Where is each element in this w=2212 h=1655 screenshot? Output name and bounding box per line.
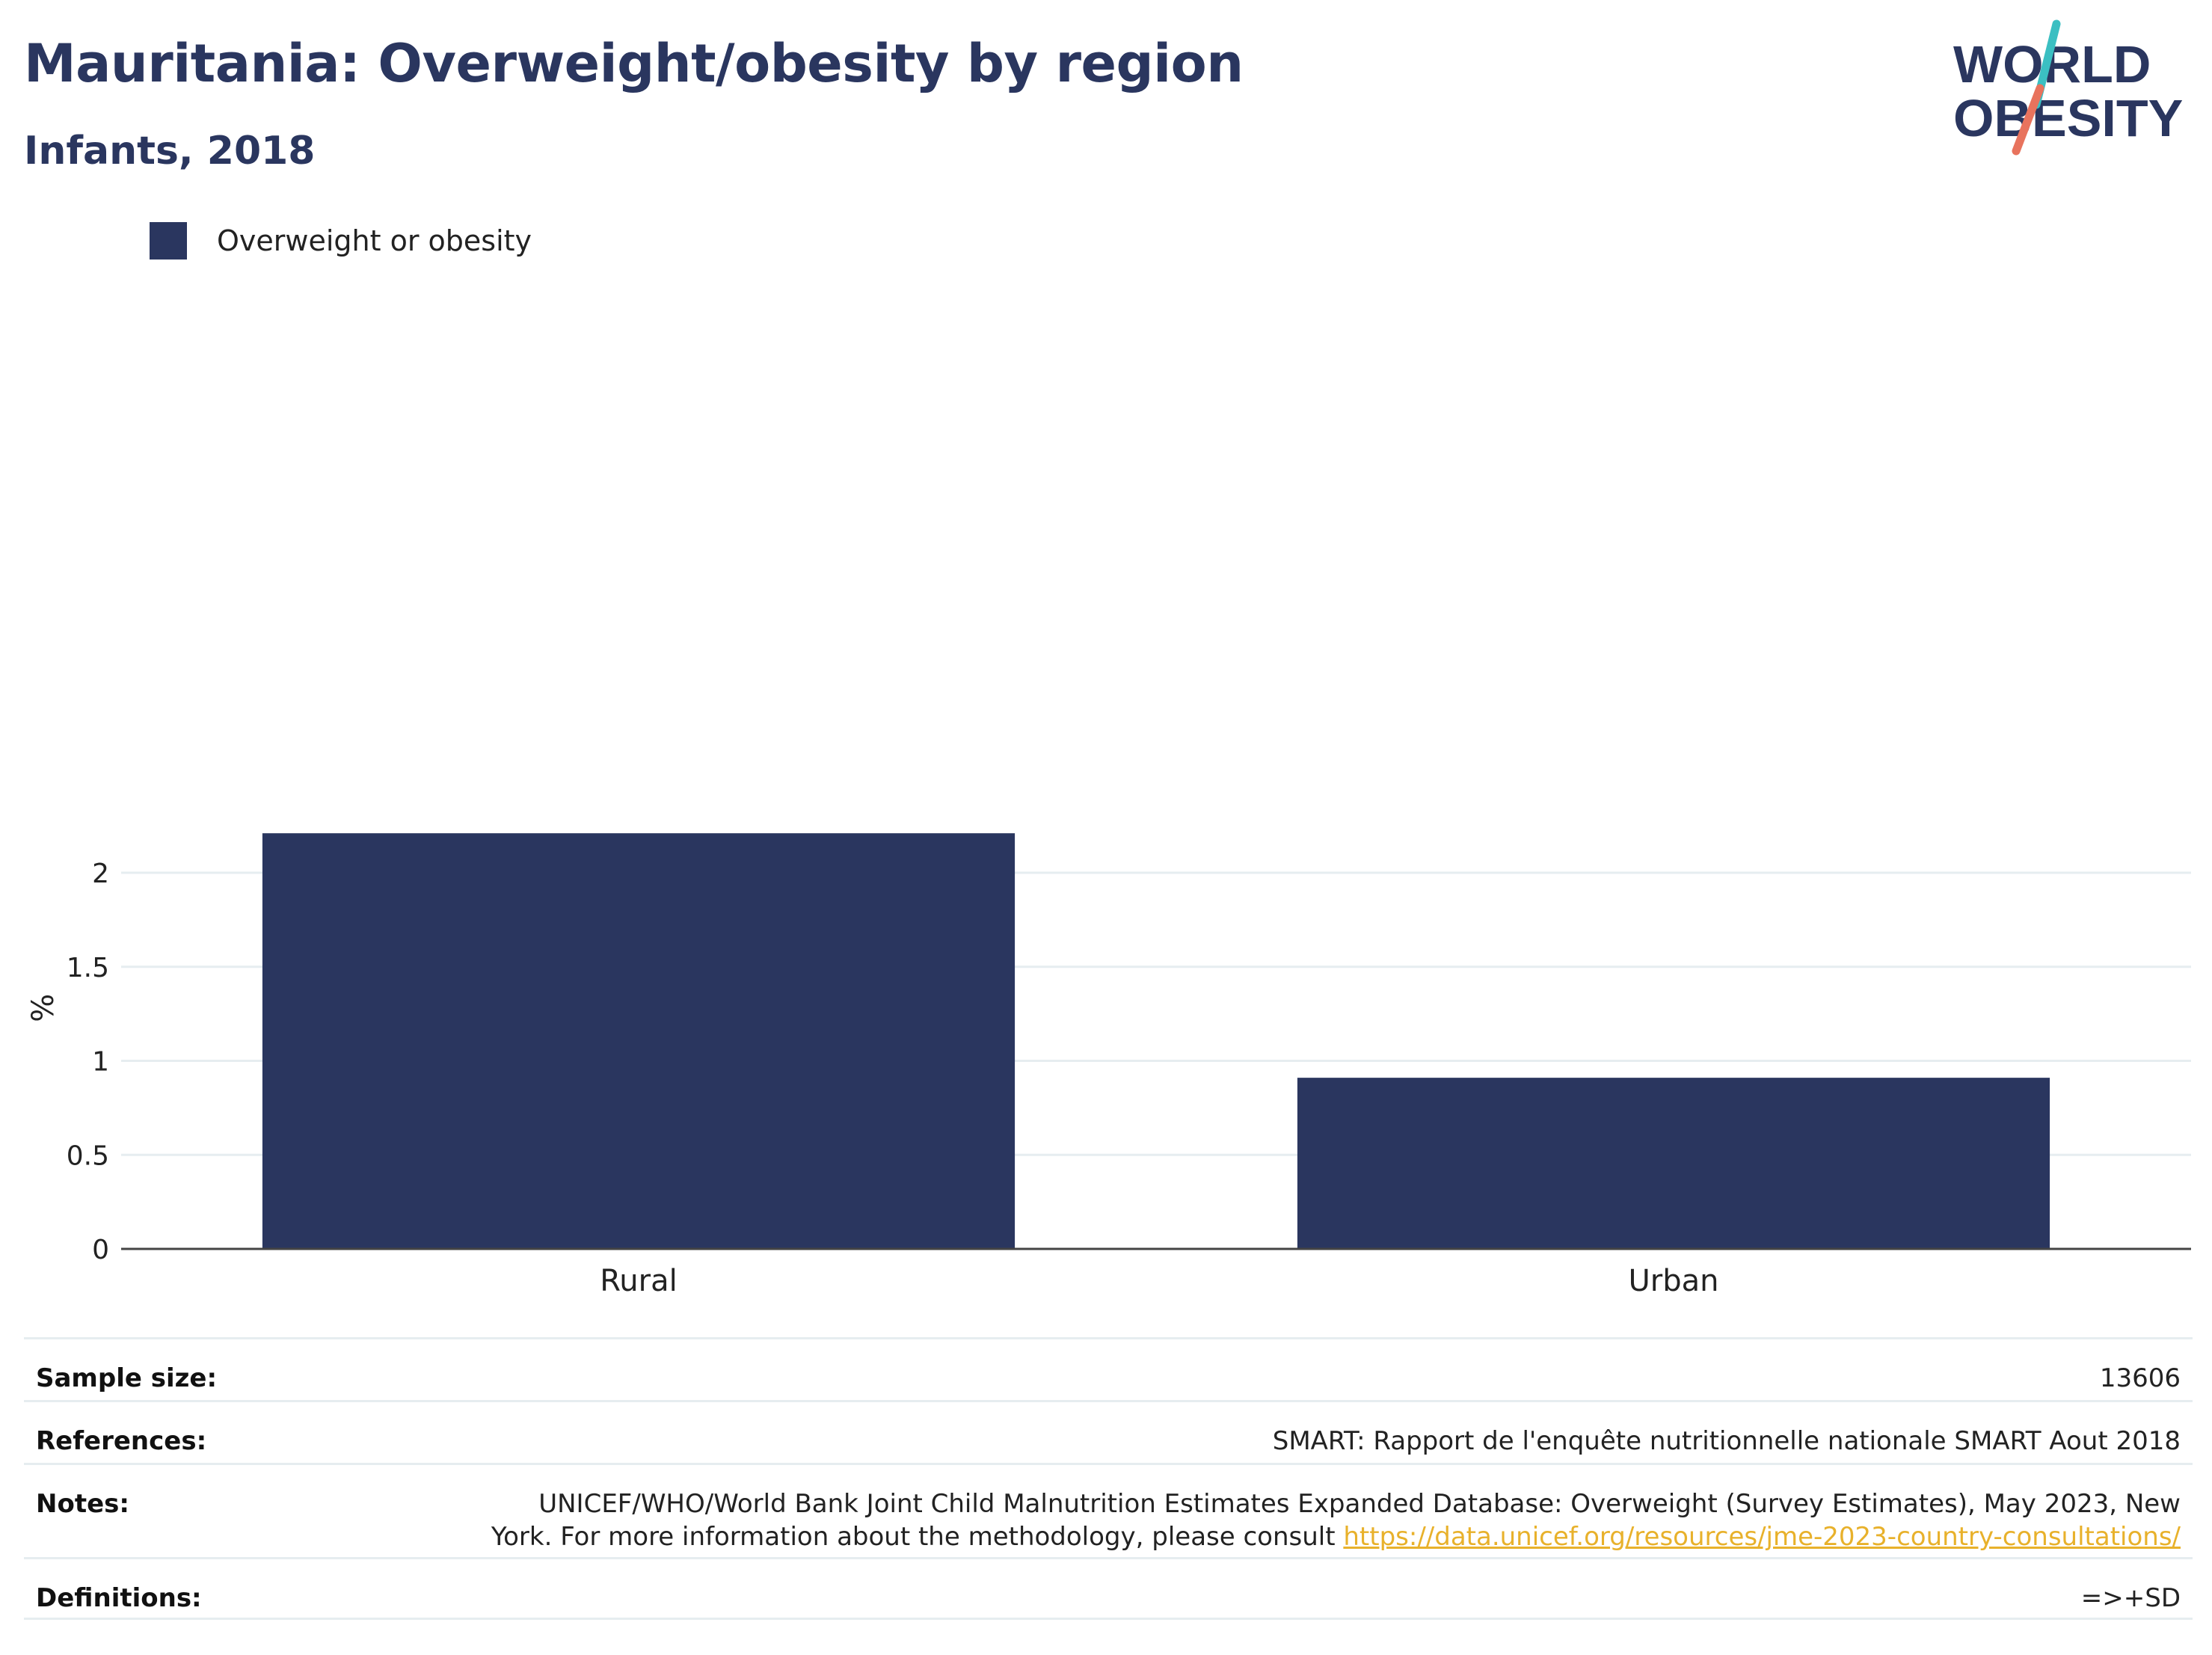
footer-row-definitions: Definitions: =>+SD (24, 1557, 2193, 1620)
bar (1297, 1078, 2050, 1249)
footer-row-notes: Notes: UNICEF/WHO/World Bank Joint Child… (24, 1463, 2193, 1557)
footer-row-sample-size: Sample size: 13606 (24, 1337, 2193, 1400)
chart-subtitle: Infants, 2018 (24, 129, 316, 174)
x-tick-label: Urban (1629, 1264, 1719, 1298)
y-axis-label: % (26, 994, 61, 1022)
notes-line-2: York. For more information about the met… (491, 1522, 1344, 1552)
y-tick-label: 0.5 (67, 1140, 109, 1171)
logo-word-2: OBESITY (1953, 89, 2183, 147)
definitions-label: Definitions: (36, 1583, 202, 1613)
notes-label: Notes: (36, 1489, 129, 1519)
notes-line-1: UNICEF/WHO/World Bank Joint Child Malnut… (538, 1489, 2181, 1519)
notes-value: UNICEF/WHO/World Bank Joint Child Malnut… (491, 1487, 2181, 1553)
chart-title: Mauritania: Overweight/obesity by region (24, 33, 1244, 94)
references-label: References: (36, 1426, 207, 1456)
sample-size-label: Sample size: (36, 1363, 218, 1393)
world-obesity-logo: WORLD OBESITY (1952, 19, 2199, 162)
y-tick-label: 1 (92, 1047, 109, 1078)
legend-swatch (150, 222, 187, 260)
y-tick-label: 0 (92, 1235, 109, 1265)
logo-slash-bottom (2012, 84, 2044, 156)
references-value: SMART: Rapport de l'enquête nutritionnel… (1272, 1426, 2181, 1456)
definitions-value: =>+SD (2080, 1583, 2181, 1613)
bar-chart: 0 0.5 1 1.5 2% Rural Urban (26, 833, 2191, 1298)
bar (262, 833, 1016, 1249)
x-tick-label: Rural (600, 1264, 677, 1298)
footer-row-references: References: SMART: Rapport de l'enquête … (24, 1400, 2193, 1463)
sample-size-value: 13606 (2099, 1363, 2181, 1393)
y-tick-label: 2 (92, 859, 109, 889)
chart-legend[interactable]: Overweight or obesity (150, 221, 532, 260)
notes-link[interactable]: https://data.unicef.org/resources/jme-20… (1343, 1522, 2181, 1552)
y-tick-label: 1.5 (67, 953, 109, 983)
chart-footer: Sample size: 13606 References: SMART: Ra… (24, 1337, 2193, 1620)
legend-label: Overweight or obesity (217, 224, 532, 257)
